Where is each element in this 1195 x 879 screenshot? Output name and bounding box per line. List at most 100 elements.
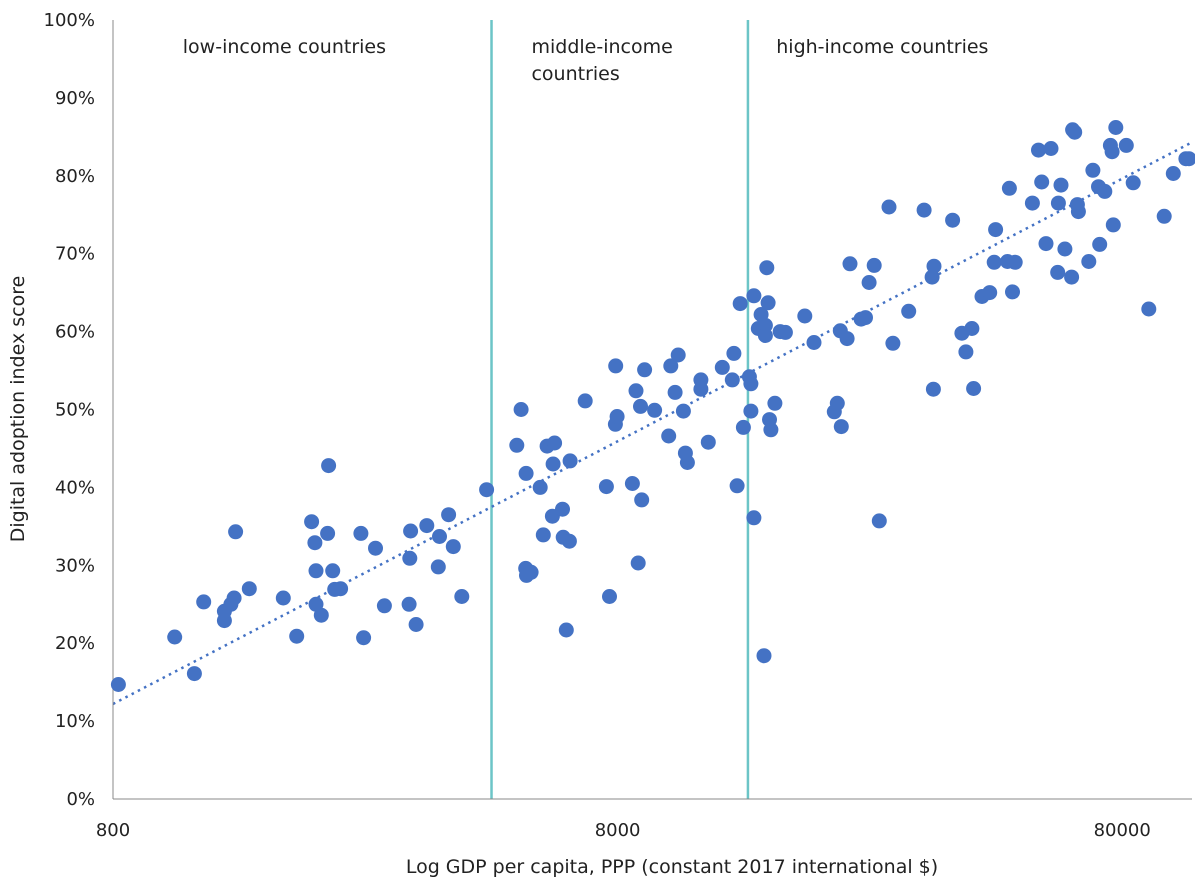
y-axis-label: Digital adoption index score bbox=[7, 276, 29, 543]
data-point bbox=[777, 324, 793, 340]
data-point bbox=[732, 296, 748, 312]
data-point bbox=[757, 328, 773, 343]
data-point bbox=[885, 335, 901, 351]
data-point bbox=[535, 527, 551, 543]
data-point bbox=[833, 419, 849, 435]
trendline-path bbox=[112, 141, 1193, 706]
y-tick-labels: 0% 10% 20% 30% 40% 50% 60% 70% 80% 90% 100% bbox=[44, 10, 95, 810]
data-point bbox=[196, 594, 212, 610]
data-point bbox=[241, 581, 257, 597]
data-point bbox=[675, 403, 691, 419]
data-point bbox=[186, 666, 202, 682]
data-point bbox=[763, 422, 779, 438]
data-point bbox=[228, 524, 244, 540]
region-label-0: low-income countries bbox=[183, 36, 386, 58]
x-tick-label: 800 bbox=[96, 820, 130, 841]
data-point bbox=[746, 288, 762, 304]
data-point bbox=[866, 257, 882, 273]
data-point bbox=[110, 677, 126, 692]
data-point bbox=[735, 419, 751, 435]
region-label-1: middle-income countries bbox=[531, 36, 672, 85]
data-point bbox=[598, 479, 614, 495]
data-point bbox=[445, 539, 461, 555]
data-point bbox=[926, 258, 942, 274]
y-tick-label: 0% bbox=[66, 789, 95, 810]
data-point bbox=[313, 607, 329, 623]
y-tick-label: 50% bbox=[55, 400, 95, 421]
data-point bbox=[289, 628, 305, 644]
x-tick-label: 80000 bbox=[1094, 820, 1151, 841]
data-point bbox=[275, 590, 291, 606]
data-point bbox=[679, 455, 695, 470]
region-label-2: high-income countries bbox=[776, 36, 988, 58]
data-point bbox=[1097, 183, 1113, 199]
x-axis-label: Log GDP per capita, PPP (constant 2017 i… bbox=[406, 856, 938, 878]
data-point bbox=[901, 303, 917, 319]
data-point bbox=[925, 381, 941, 397]
data-point bbox=[403, 523, 419, 539]
data-point bbox=[368, 540, 383, 556]
data-point bbox=[743, 376, 759, 392]
data-point bbox=[1024, 195, 1040, 211]
data-point bbox=[916, 202, 932, 218]
data-point bbox=[353, 525, 369, 541]
data-point bbox=[729, 478, 745, 494]
data-point bbox=[577, 393, 593, 409]
data-point bbox=[633, 398, 648, 414]
data-point bbox=[746, 510, 762, 526]
data-point bbox=[858, 310, 873, 326]
data-point bbox=[555, 501, 570, 517]
data-point bbox=[1105, 217, 1121, 233]
data-point bbox=[871, 513, 887, 529]
data-point bbox=[661, 428, 677, 444]
data-point bbox=[545, 456, 561, 472]
data-point bbox=[743, 403, 759, 419]
data-point bbox=[1092, 236, 1108, 252]
data-point bbox=[432, 529, 447, 544]
data-point bbox=[756, 648, 772, 664]
data-point bbox=[1007, 254, 1023, 270]
data-point bbox=[401, 596, 417, 612]
data-point bbox=[523, 564, 539, 580]
data-point bbox=[509, 437, 525, 453]
data-point bbox=[1181, 151, 1195, 167]
y-tick-label: 70% bbox=[55, 244, 95, 265]
data-point bbox=[986, 254, 1002, 270]
data-point bbox=[1001, 180, 1017, 196]
data-point bbox=[325, 563, 341, 579]
data-point bbox=[966, 381, 982, 396]
data-points bbox=[110, 120, 1195, 692]
data-point bbox=[806, 335, 822, 350]
data-point bbox=[513, 402, 529, 417]
x-tick-labels: 800 8000 80000 bbox=[96, 820, 1151, 841]
data-point bbox=[714, 359, 730, 375]
data-point bbox=[333, 581, 349, 597]
data-point bbox=[700, 434, 716, 450]
data-point bbox=[608, 358, 624, 374]
data-point bbox=[982, 285, 998, 301]
data-point bbox=[167, 629, 183, 645]
data-point bbox=[1118, 137, 1134, 153]
region-labels: low-income countries middle-income countri… bbox=[183, 36, 989, 85]
data-point bbox=[1070, 204, 1086, 220]
data-point bbox=[1050, 195, 1066, 211]
data-point bbox=[226, 590, 242, 606]
data-point bbox=[376, 598, 392, 614]
data-point bbox=[628, 383, 644, 399]
data-point bbox=[1104, 144, 1120, 160]
data-point bbox=[479, 482, 495, 498]
trendline bbox=[112, 141, 1193, 706]
data-point bbox=[1057, 241, 1073, 257]
data-point bbox=[945, 212, 961, 228]
y-tick-label: 10% bbox=[55, 711, 95, 732]
data-point bbox=[670, 347, 686, 363]
x-tick-label: 8000 bbox=[595, 820, 641, 841]
data-point bbox=[842, 256, 858, 272]
data-point bbox=[308, 563, 324, 579]
data-point bbox=[1005, 284, 1020, 300]
y-tick-label: 20% bbox=[55, 633, 95, 654]
data-point bbox=[532, 479, 548, 495]
data-point bbox=[1031, 142, 1046, 158]
data-point bbox=[1053, 177, 1069, 193]
y-tick-label: 80% bbox=[55, 166, 95, 187]
